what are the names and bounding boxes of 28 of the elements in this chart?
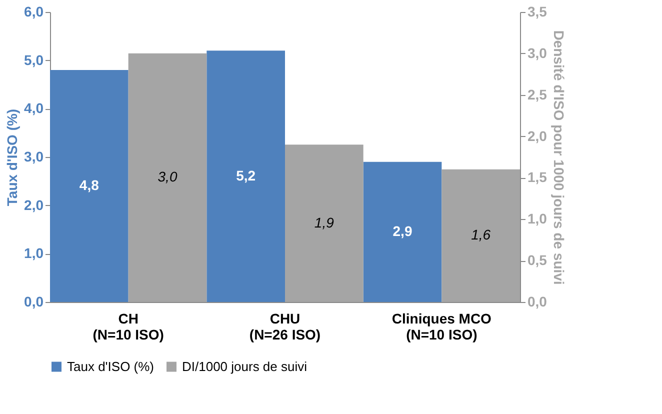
y2-tick-label: 1,5 [528, 169, 548, 186]
data-label: 1,6 [471, 226, 491, 243]
y-tick-label: 2,0 [24, 196, 44, 213]
data-label: 4,8 [79, 177, 100, 193]
data-label: 5,2 [236, 167, 256, 184]
data-label: 1,9 [314, 214, 334, 230]
y-tick-label: 1,0 [24, 245, 44, 262]
y2-tick-label: 0,5 [528, 252, 548, 268]
y2-tick-label: 1,0 [528, 210, 548, 227]
legend-label: DI/1000 jours de suivi [182, 358, 308, 374]
y-tick-label: 0,0 [24, 294, 44, 310]
y2-tick-label: 2,0 [528, 128, 548, 144]
legend-label: Taux d'ISO (%) [67, 358, 154, 374]
y-tick-label: 3,0 [24, 148, 44, 164]
data-label: 3,0 [158, 168, 178, 185]
x-tick-label: CHU (N=26 ISO) [249, 310, 321, 342]
y-tick-label: 5,0 [24, 52, 44, 68]
x-tick-label: CH (N=10 ISO) [92, 310, 164, 342]
y-tick-label: 6,0 [24, 4, 44, 20]
data-label: 2,9 [392, 222, 412, 239]
y-axis-title: Taux d'ISO (%) [4, 108, 20, 206]
y-tick-label: 4,0 [24, 100, 44, 116]
y2-tick-label: 3,5 [528, 4, 548, 20]
y2-tick-label: 3,0 [528, 44, 548, 61]
y2-axis-title: Densité d'ISO pour 1000 jours de suivi [550, 30, 567, 285]
x-tick-label: Cliniques MCO (N=10 ISO) [392, 310, 492, 342]
y2-tick-label: 2,5 [528, 86, 548, 102]
y2-tick-label: 0,0 [528, 294, 548, 310]
